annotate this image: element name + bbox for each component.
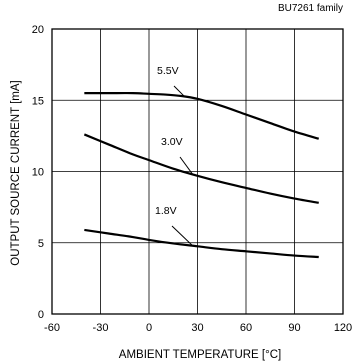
x-tick-label: 30 — [191, 322, 203, 334]
series-label: 3.0V — [161, 136, 183, 148]
plot-frame — [51, 28, 344, 315]
series-label-leader — [179, 156, 194, 175]
chart-title: BU7261 family — [278, 3, 343, 14]
x-tick-label: 120 — [334, 322, 352, 334]
x-axis-label: AMBIENT TEMPERATURE [°C] — [119, 349, 281, 361]
series-annotations: 5.5V 3.0V 1.8V — [155, 65, 194, 247]
series-label-leader — [171, 225, 193, 247]
x-tick-label: 0 — [146, 322, 152, 334]
y-tick-label: 15 — [32, 95, 44, 107]
x-tick-label: -60 — [44, 322, 60, 334]
y-axis-label: OUTPUT SOURCE CURRENT [mA] — [10, 80, 22, 266]
series-label-leader — [173, 85, 185, 97]
y-tick-label: 5 — [38, 238, 44, 250]
y-tick-label: 20 — [32, 24, 44, 36]
series-line — [83, 133, 319, 204]
series-label: 1.8V — [155, 205, 177, 217]
y-tick-label: 0 — [38, 309, 44, 321]
y-tick-label: 10 — [32, 167, 44, 179]
series-label: 5.5V — [157, 65, 179, 77]
series-group — [83, 91, 320, 259]
x-tick-label: 60 — [240, 322, 252, 334]
series-line — [84, 91, 320, 140]
series-line — [84, 228, 319, 259]
x-tick-label: 90 — [288, 322, 300, 334]
tick-labels: -60 -30 0 30 60 90 120 0 5 10 15 20 — [32, 24, 352, 334]
grid — [52, 29, 343, 314]
x-tick-label: -30 — [93, 322, 109, 334]
